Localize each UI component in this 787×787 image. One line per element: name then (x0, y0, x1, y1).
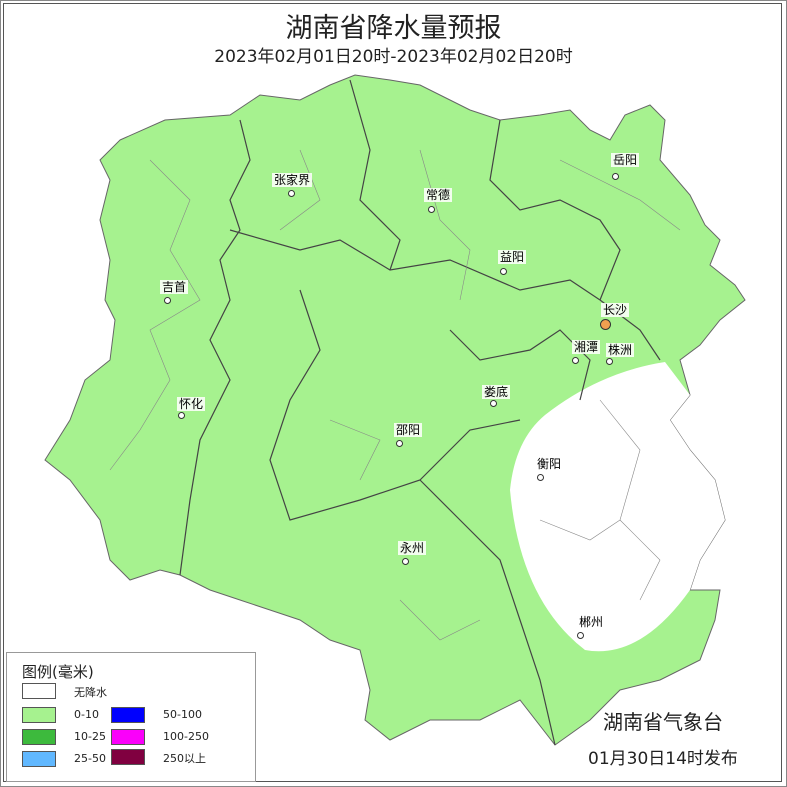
county-boundaries (109, 149, 681, 641)
city-label: 株洲 (606, 343, 635, 357)
legend-swatch (22, 729, 56, 745)
map-title: 湖南省降水量预报 (285, 13, 502, 44)
legend-title: 图例(毫米) (22, 663, 94, 681)
map-subtitle: 2023年02月01日20时-2023年02月02日20时 (214, 47, 573, 67)
city-marker-icon (428, 206, 435, 213)
legend-swatch (22, 707, 56, 723)
city-label: 怀化 (177, 397, 206, 411)
legend-label: 250以上 (163, 752, 206, 765)
legend-label: 100-250 (163, 730, 209, 743)
city-marker-icon (490, 400, 497, 407)
city-marker-icon (577, 632, 584, 639)
inner-frame (3, 3, 782, 782)
city-label: 岳阳 (611, 153, 640, 167)
city-marker-icon (178, 412, 185, 419)
city-marker-icon (402, 558, 409, 565)
city-label: 益阳 (498, 250, 527, 264)
city-marker-icon (288, 190, 295, 197)
legend-label: 50-100 (163, 708, 202, 721)
city-marker-icon (500, 268, 507, 275)
city-label: 常德 (424, 188, 453, 202)
issuer: 湖南省气象台 (603, 710, 723, 734)
legend-swatch (111, 729, 145, 745)
city-label: 张家界 (272, 173, 313, 187)
city-label: 永州 (398, 541, 427, 555)
city-marker-icon (606, 358, 613, 365)
legend-swatch (111, 749, 145, 765)
legend-label: 25-50 (74, 752, 106, 765)
legend-swatch (111, 707, 145, 723)
city-marker-icon (537, 474, 544, 481)
city-label: 娄底 (482, 385, 511, 399)
city-marker-icon (164, 297, 171, 304)
issue-time: 01月30日14时发布 (588, 749, 738, 769)
city-label: 湘潭 (572, 340, 601, 354)
legend-label: 0-10 (74, 708, 99, 721)
city-marker-icon (396, 440, 403, 447)
legend-swatch (22, 683, 56, 699)
city-marker-icon (612, 173, 619, 180)
city-boundaries (179, 79, 661, 746)
city-label: 邵阳 (394, 423, 423, 437)
legend-label: 无降水 (74, 686, 107, 699)
city-label: 衡阳 (535, 457, 564, 471)
area-no-rain (510, 362, 725, 652)
legend-label: 10-25 (74, 730, 106, 743)
legend: 图例(毫米) 无降水 0-10 10-25 25-50 50-100 100-250 250… (6, 652, 256, 782)
legend-swatch (22, 751, 56, 767)
city-label: 长沙 (601, 303, 630, 317)
city-label: 郴州 (577, 615, 606, 629)
city-marker-icon (600, 319, 611, 330)
city-label: 吉首 (160, 280, 189, 294)
city-marker-icon (572, 357, 579, 364)
